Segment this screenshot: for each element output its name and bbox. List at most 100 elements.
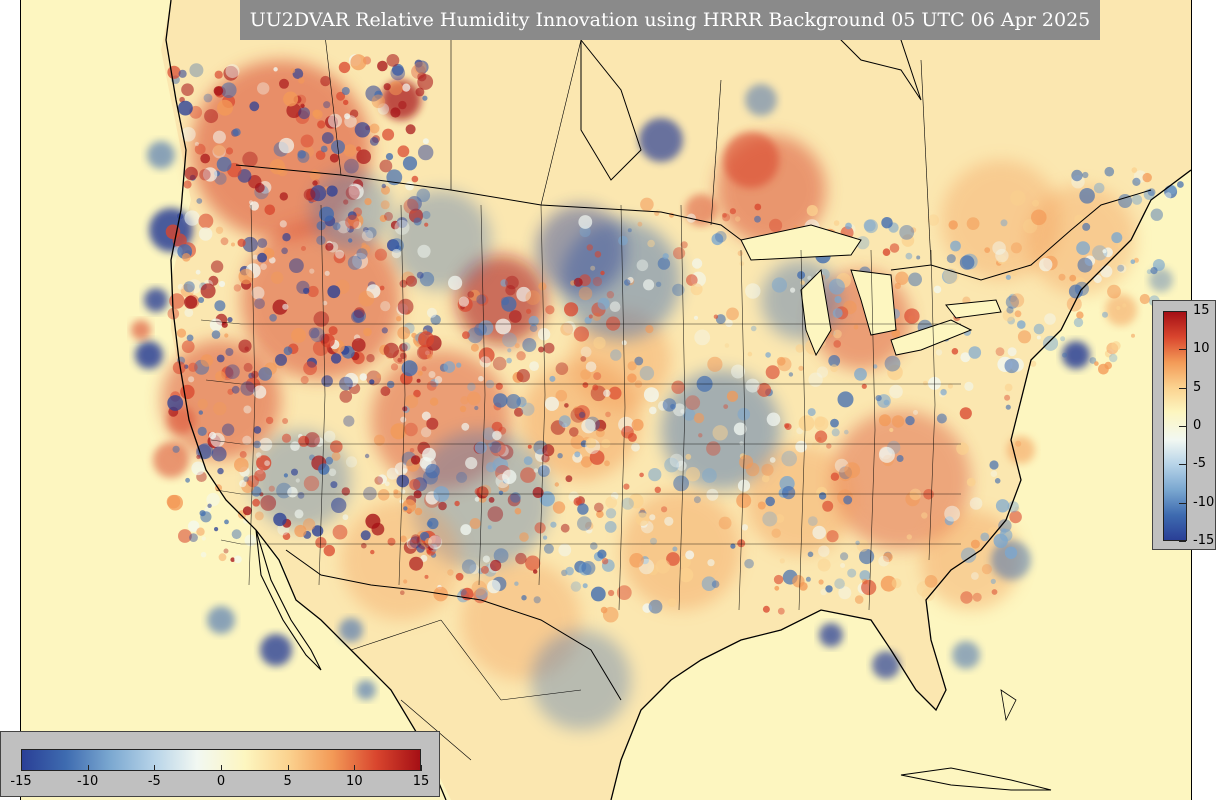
anomaly-region — [251, 430, 351, 530]
anomaly-speckle — [616, 585, 632, 600]
anomaly-speckle — [906, 534, 912, 540]
anomaly-speckle — [254, 469, 266, 482]
bahamas-coastline — [1000, 689, 1017, 722]
anomaly-speckle — [627, 361, 637, 371]
anomaly-speckle — [492, 356, 507, 371]
anomaly-speckle — [647, 564, 659, 576]
anomaly-speckle — [1131, 333, 1135, 338]
anomaly-speckle — [726, 390, 739, 402]
anomaly-speckle — [282, 303, 289, 310]
anomaly-speckle — [847, 568, 857, 578]
colorbar-horizontal-tick-mark — [421, 765, 422, 771]
anomaly-speckle — [342, 514, 349, 521]
anomaly-speckle — [225, 147, 234, 155]
anomaly-speckle — [200, 354, 214, 367]
anomaly-speckle — [529, 361, 539, 371]
anomaly-speckle — [635, 512, 650, 526]
anomaly-speckle — [197, 398, 208, 410]
anomaly-speckle — [213, 144, 226, 157]
anomaly-speckle — [399, 343, 408, 352]
anomaly-speckle — [603, 389, 611, 397]
anomaly-speckle — [722, 213, 731, 222]
anomaly-speckle — [390, 65, 406, 81]
anomaly-speckle — [414, 507, 423, 516]
anomaly-speckle — [811, 441, 821, 451]
ocean-innovation-blob — [819, 623, 843, 647]
anomaly-speckle — [189, 63, 204, 78]
anomaly-speckle — [422, 210, 431, 220]
anomaly-speckle — [325, 456, 334, 465]
anomaly-region — [531, 630, 631, 730]
anomaly-speckle — [370, 549, 375, 555]
anomaly-speckle — [358, 290, 375, 307]
anomaly-speckle — [922, 380, 928, 386]
anomaly-speckle — [662, 253, 669, 260]
anomaly-speckle — [394, 219, 410, 235]
anomaly-speckle — [253, 426, 262, 434]
anomaly-speckle — [415, 87, 425, 97]
anomaly-speckle — [854, 367, 867, 381]
anomaly-speckle — [795, 440, 807, 453]
anomaly-speckle — [549, 375, 556, 382]
anomaly-speckle — [1005, 295, 1020, 309]
anomaly-speckle — [233, 284, 242, 292]
anomaly-speckle — [779, 558, 785, 564]
anomaly-speckle — [878, 414, 891, 427]
ocean-innovation-blob — [745, 84, 777, 116]
anomaly-speckle — [264, 204, 276, 216]
anomaly-speckle — [176, 328, 187, 338]
anomaly-speckle — [269, 256, 276, 264]
anomaly-speckle — [618, 235, 628, 246]
anomaly-speckle — [238, 268, 254, 285]
anomaly-speckle — [401, 342, 411, 352]
anomaly-speckle — [706, 441, 721, 456]
anomaly-speckle — [411, 175, 419, 183]
anomaly-speckle — [1167, 184, 1177, 195]
colorbar-vertical-tick-label: -15 — [1193, 533, 1215, 548]
anomaly-speckle — [579, 225, 591, 238]
anomaly-speckle — [1117, 241, 1126, 250]
anomaly-speckle — [319, 333, 330, 344]
anomaly-speckle — [1142, 172, 1152, 183]
colorbar-horizontal-tick-label: 0 — [216, 774, 226, 789]
anomaly-speckle — [980, 532, 990, 542]
anomaly-speckle — [578, 215, 593, 229]
anomaly-speckle — [254, 511, 264, 521]
anomaly-speckle — [216, 354, 225, 363]
anomaly-speckle — [629, 553, 644, 568]
anomaly-speckle — [1146, 269, 1152, 275]
anomaly-speckle — [416, 544, 425, 553]
anomaly-speckle — [554, 482, 559, 487]
anomaly-speckle — [371, 522, 385, 536]
anomaly-speckle — [295, 478, 300, 483]
anomaly-speckle — [456, 362, 462, 368]
anomaly-speckle — [225, 64, 240, 79]
anomaly-speckle — [896, 455, 904, 462]
anomaly-speckle — [1014, 310, 1022, 318]
anomaly-speckle — [1006, 306, 1014, 314]
anomaly-speckle — [381, 327, 388, 334]
colorbar-vertical-tick-mark — [1179, 464, 1186, 466]
anomaly-speckle — [818, 579, 824, 585]
political-borders — [165, 0, 1191, 800]
anomaly-speckle — [223, 65, 239, 81]
anomaly-speckle — [194, 143, 206, 155]
anomaly-speckle — [525, 555, 541, 571]
anomaly-speckle — [421, 366, 427, 372]
ocean-innovation-blob — [1007, 436, 1035, 464]
anomaly-speckle — [335, 249, 345, 259]
anomaly-speckle — [889, 384, 903, 399]
anomaly-speckle — [792, 575, 805, 588]
anomaly-speckle — [409, 479, 421, 491]
anomaly-speckle — [238, 339, 252, 353]
anomaly-speckle — [951, 348, 959, 355]
anomaly-speckle — [339, 390, 353, 403]
anomaly-speckle — [882, 552, 893, 563]
anomaly-speckle — [649, 514, 656, 521]
anomaly-speckle — [409, 556, 424, 571]
anomaly-speckle — [648, 468, 662, 482]
anomaly-speckle — [1000, 219, 1008, 227]
anomaly-speckle — [214, 300, 226, 312]
anomaly-speckle — [910, 227, 917, 233]
anomaly-speckle — [1004, 394, 1011, 401]
